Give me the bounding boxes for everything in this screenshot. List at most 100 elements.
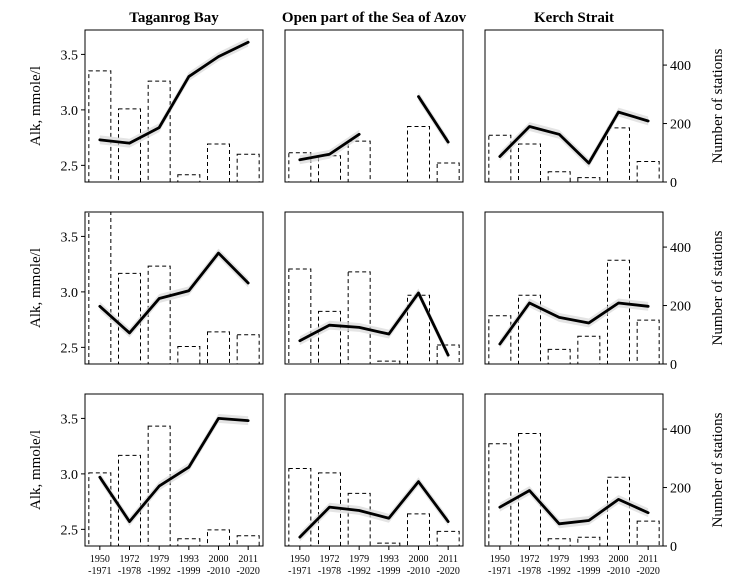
panel-r2c0-xtick-label-1-b: -1978 — [118, 566, 141, 577]
ylabel-right-row-0: Number of stations — [710, 48, 726, 163]
panel-r2c0-bar-2 — [147, 425, 171, 546]
panel-r1c2-bar-0 — [488, 315, 512, 364]
panel-r0c0-bar-2 — [147, 80, 171, 182]
panel-r1c0-bar-0 — [88, 212, 112, 364]
panel-r2c0-bar-3 — [177, 538, 201, 546]
column-title-1: Open part of the Sea of Azov — [282, 10, 467, 26]
panel-r2c1-xtick-label-3-a: 1993 — [379, 554, 399, 565]
panel-r2c1-xtick-label-4-b: -2010 — [407, 566, 430, 577]
panel-r2c0-xtick-label-4-b: -2010 — [207, 566, 230, 577]
panel-r0c1-bar-2 — [347, 140, 371, 182]
panel-r0c0-bar-0 — [88, 70, 112, 182]
ylabel-right-row-2: Number of stations — [710, 412, 726, 527]
panel-r0c0-frame — [84, 29, 264, 183]
panel-r1c0-band-0 — [99, 248, 249, 338]
panel-r2c0-xtick-label-2-a: 1979 — [149, 554, 169, 565]
panel-r0c2-bar-4 — [607, 127, 630, 182]
panel-r2c0-ytick-label-0: 2.5 — [61, 523, 79, 538]
panel-r0c2-band-0 — [499, 107, 649, 168]
panel-r1c1-band-0 — [299, 288, 449, 360]
panel-r2c0-xtick-label-4-a: 2000 — [209, 554, 229, 565]
panel-r2c2-bar-4 — [607, 476, 630, 546]
ylabel-left-row-1: Alk, mmole/l — [28, 248, 44, 328]
panel-r1c1-bar-5 — [436, 344, 460, 364]
panel-r2c2-frame — [484, 393, 664, 547]
panel-r0c0-line-0 — [98, 40, 250, 145]
panel-r2c1-band-0 — [299, 477, 449, 542]
panel-r2c0-ytick-label-2: 3.5 — [61, 412, 79, 427]
panel-r1c0-ytick-label-2: 3.5 — [61, 230, 79, 245]
panel-r2c2-bar-5 — [636, 520, 660, 546]
panel-r2c2-bar-1 — [518, 432, 541, 546]
panel-r1c0-bar-5 — [236, 334, 260, 364]
panel-r0c0-bar-3 — [177, 174, 201, 182]
panel-r0c2-frame — [484, 29, 664, 183]
panel-r1c1-bar-2 — [347, 271, 371, 364]
ylabel-left-row-2: Alk, mmole/l — [28, 430, 44, 510]
panel-r0c0-ytick-label-0: 2.5 — [61, 159, 79, 174]
panel-r2c2-xtick-label-4-a: 2000 — [609, 554, 629, 565]
panel-r2c2-xtick-label-0-b: -1971 — [488, 566, 511, 577]
panel-r2c2-y2tick-label-1: 200 — [670, 482, 691, 497]
panel-r0c2-bar-5 — [636, 161, 660, 182]
panel-r2c2-bar-2 — [547, 538, 571, 546]
panel-r2c0-xtick-label-0-b: -1971 — [88, 566, 111, 577]
panel-r1c2-band-0 — [499, 298, 649, 349]
panel-r1c0-frame — [84, 211, 264, 365]
panel-r1c2-bar-3 — [577, 335, 601, 364]
panel-r1c0-bar-4 — [207, 331, 230, 364]
panel-r2c1-xtick-label-2-a: 1979 — [349, 554, 369, 565]
panel-r0c2-y2tick-label-0: 0 — [670, 176, 677, 191]
panel-r1c2-frame — [484, 211, 664, 365]
ylabel-left-row-0: Alk, mmole/l — [28, 66, 44, 146]
panel-r0c0-band-0 — [99, 37, 249, 148]
panel-r2c0-xtick-label-5-a: 2011 — [238, 554, 258, 565]
panel-r2c1-bar-5 — [436, 530, 460, 546]
panel-r2c0-xtick-label-5-b: -2020 — [236, 566, 259, 577]
panel-r2c1-bar-0 — [288, 468, 312, 546]
panel-r2c1-xtick-label-0-a: 1950 — [290, 554, 310, 565]
panel-r2c1-xtick-label-5-a: 2011 — [438, 554, 458, 565]
panel-r2c1-bar-4 — [407, 513, 430, 546]
panel-r2c2-xtick-label-1-b: -1978 — [518, 566, 541, 577]
panel-r1c2-y2tick-label-2: 400 — [670, 241, 691, 256]
panel-r1c2-line-0 — [498, 301, 650, 346]
panel-r2c2-xtick-label-1-a: 1972 — [520, 554, 540, 565]
panel-r1c1-bar-0 — [288, 268, 312, 364]
panel-r2c1-xtick-label-2-b: -1992 — [347, 566, 370, 577]
panel-r2c2-xtick-label-4-b: -2010 — [607, 566, 630, 577]
panel-r0c2-bar-0 — [488, 134, 512, 182]
panel-r2c2-line-0 — [498, 489, 650, 526]
panel-r1c0-ytick-label-1: 3.0 — [61, 286, 79, 301]
panel-r1c1-frame — [284, 211, 464, 365]
column-title-2: Kerch Strait — [534, 10, 614, 26]
panel-r1c0-bar-1 — [118, 272, 141, 364]
panel-r2c2-xtick-label-3-a: 1993 — [579, 554, 599, 565]
panel-r2c1-xtick-label-0-b: -1971 — [288, 566, 311, 577]
panel-r2c0-bar-4 — [207, 529, 230, 546]
panel-r2c1-xtick-label-5-b: -2020 — [436, 566, 459, 577]
panel-r1c2-y2tick-label-0: 0 — [670, 358, 677, 373]
ylabel-right-row-1: Number of stations — [710, 230, 726, 345]
panel-r2c0-xtick-label-3-b: -1999 — [177, 566, 200, 577]
panel-r2c0-xtick-label-1-a: 1972 — [120, 554, 140, 565]
panel-r2c0-bar-1 — [118, 454, 141, 546]
panel-r1c2-bar-2 — [547, 348, 571, 364]
panel-r2c1-xtick-label-1-b: -1978 — [318, 566, 341, 577]
panel-r0c1-bar-0 — [288, 152, 312, 182]
panel-r0c2-y2tick-label-2: 400 — [670, 59, 691, 74]
panel-r0c0-ytick-label-2: 3.5 — [61, 48, 79, 63]
panel-r2c2-xtick-label-3-b: -1999 — [577, 566, 600, 577]
panel-r1c1-bar-3 — [377, 360, 401, 364]
panel-r1c2-bar-5 — [636, 319, 660, 364]
panel-r2c2-xtick-label-5-a: 2011 — [638, 554, 658, 565]
panel-r1c0-bar-2 — [147, 265, 171, 364]
panel-r2c0-line-0 — [98, 417, 250, 523]
panel-r2c0-xtick-label-3-a: 1993 — [179, 554, 199, 565]
panel-r1c0-bar-3 — [177, 345, 201, 364]
panel-r2c0-bar-5 — [236, 535, 260, 546]
panel-r0c2-bar-2 — [547, 171, 571, 182]
panel-r0c1-bar-4 — [407, 125, 430, 182]
panel-r2c2-xtick-label-5-b: -2020 — [636, 566, 659, 577]
